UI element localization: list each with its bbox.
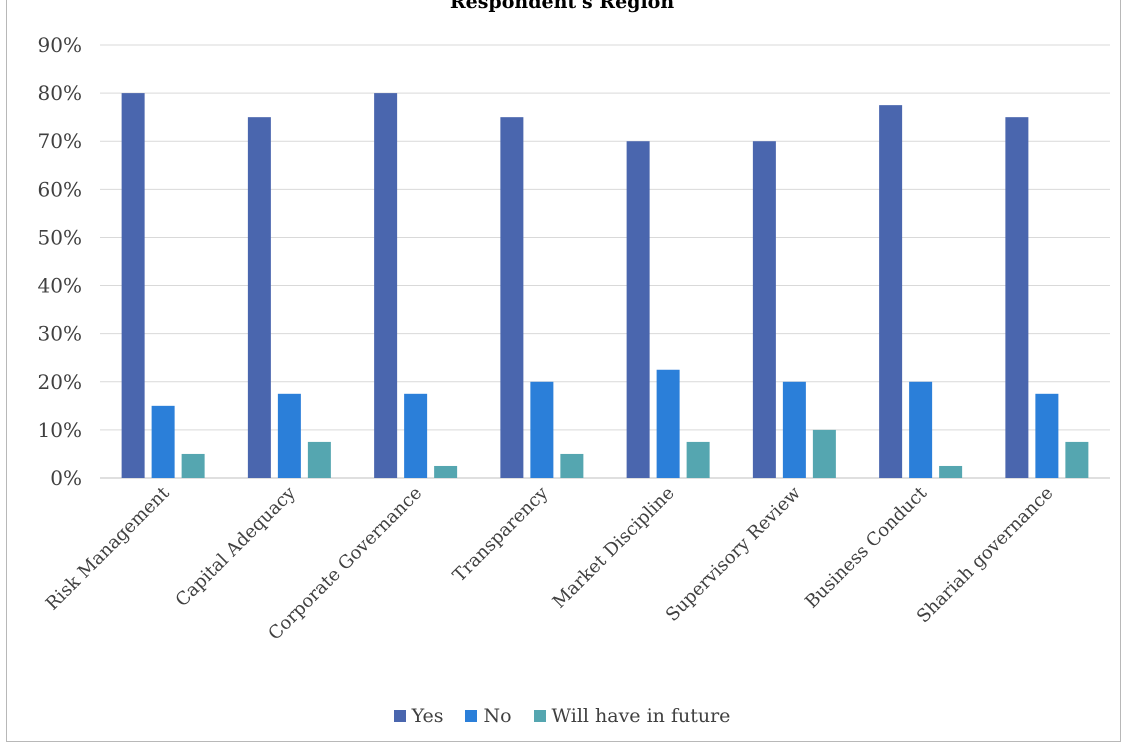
y-tick-label: 90% <box>38 33 82 57</box>
x-category-label: Transparency <box>449 482 553 586</box>
x-category-label: Supervisory Review <box>662 482 806 626</box>
y-tick-label: 20% <box>38 370 82 394</box>
bar-will-have-in-future <box>307 441 331 478</box>
bar-will-have-in-future <box>434 465 458 478</box>
bar-yes <box>500 117 524 479</box>
legend-label: No <box>483 705 512 727</box>
legend-label: Yes <box>411 705 444 727</box>
y-tick-label: 60% <box>38 177 82 201</box>
y-axis-ticks: 0% 10% 20% 30% 40% 50% 60% 70% 80% 90% <box>38 33 82 490</box>
bar-no <box>530 381 554 478</box>
legend-swatch <box>393 710 406 722</box>
bar-will-have-in-future <box>939 465 963 478</box>
bar-will-have-in-future <box>560 453 584 478</box>
y-tick-label: 70% <box>38 129 82 153</box>
legend-swatch <box>465 710 478 722</box>
x-category-label: Shariah governance <box>913 483 1058 628</box>
bar-will-have-in-future <box>812 429 836 478</box>
bar-no <box>656 369 680 478</box>
legend-item: Will have in future <box>533 705 731 727</box>
x-category-label: Risk Management <box>42 482 174 614</box>
bar-no <box>277 393 301 478</box>
bar-yes <box>1005 117 1029 479</box>
x-category-label: Business Conduct <box>801 482 932 613</box>
bar-yes <box>247 117 271 479</box>
bar-will-have-in-future <box>1065 441 1089 478</box>
legend-swatch <box>533 710 546 722</box>
bars <box>121 93 1089 479</box>
bar-will-have-in-future <box>181 453 205 478</box>
legend-item: Yes <box>393 705 444 727</box>
legend-item: No <box>465 705 512 727</box>
bar-chart: 0% 10% 20% 30% 40% 50% 60% 70% 80% 90% Risk Manag… <box>38 33 1110 644</box>
y-tick-label: 80% <box>38 81 82 105</box>
y-tick-label: 40% <box>38 274 82 298</box>
bar-no <box>782 381 806 478</box>
bar-no <box>909 381 933 478</box>
legend: Yes No Will have in future <box>0 705 1124 727</box>
bar-no <box>151 405 175 478</box>
x-category-label: Market Discipline <box>549 483 679 613</box>
x-category-label: Capital Adequacy <box>172 482 301 611</box>
bar-yes <box>879 105 903 478</box>
bar-no <box>1035 393 1059 478</box>
y-tick-label: 10% <box>38 418 82 442</box>
y-tick-label: 0% <box>50 466 82 490</box>
bar-no <box>404 393 428 478</box>
legend-label: Will have in future <box>551 705 731 727</box>
y-tick-label: 30% <box>38 322 82 346</box>
chart-title: Respondent's Region <box>449 0 675 13</box>
bar-yes <box>626 141 650 478</box>
chart-frame <box>6 0 1121 742</box>
bar-yes <box>121 93 145 478</box>
y-tick-label: 50% <box>38 225 82 249</box>
bar-yes <box>374 93 398 478</box>
bar-yes <box>752 141 776 478</box>
bar-will-have-in-future <box>686 441 710 478</box>
